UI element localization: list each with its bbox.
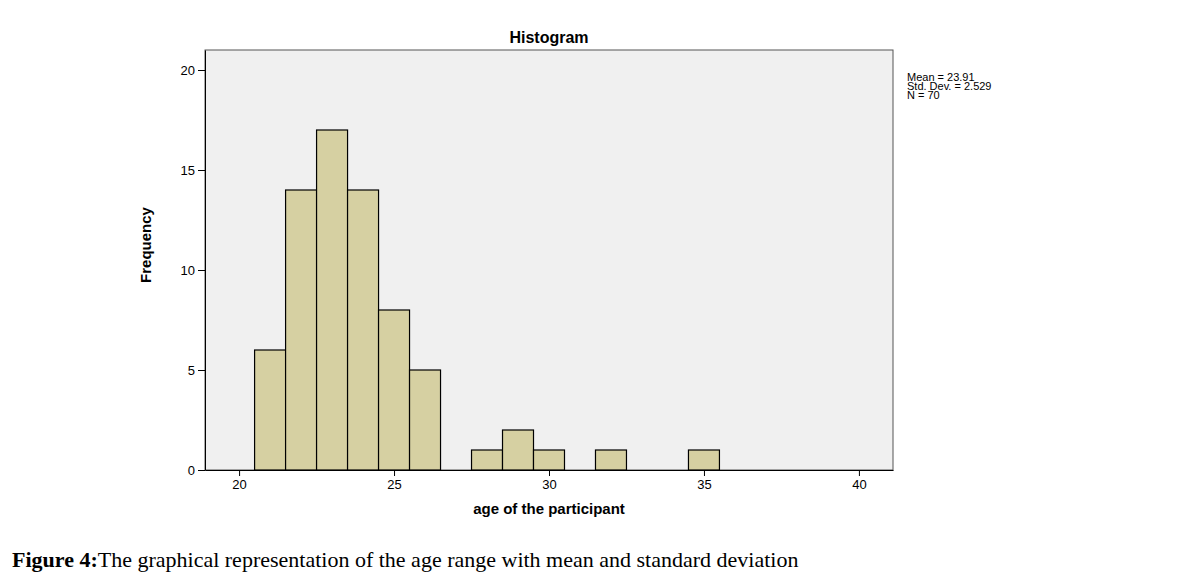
x-tick-label: 40 xyxy=(852,477,866,492)
x-tick: 20 xyxy=(232,470,246,492)
y-axis: 0 5 10 15 20 xyxy=(181,51,206,478)
x-tick-label: 30 xyxy=(542,477,556,492)
y-tick-label: 10 xyxy=(181,263,195,278)
y-tick-label: 20 xyxy=(181,63,195,78)
bar xyxy=(317,130,348,470)
bar xyxy=(255,350,286,470)
y-tick-mark xyxy=(198,470,205,471)
y-tick-label: 5 xyxy=(188,363,195,378)
x-axis: 20 25 30 35 40 xyxy=(206,470,894,492)
x-tick: 35 xyxy=(697,470,711,492)
y-tick: 0 xyxy=(188,463,205,478)
bar xyxy=(472,450,503,470)
title: Histogram xyxy=(509,29,588,46)
x-tick-label: 20 xyxy=(232,477,246,492)
x-tick-label: 35 xyxy=(697,477,711,492)
y-axis-line xyxy=(205,51,206,471)
bar xyxy=(534,450,565,470)
bar xyxy=(564,469,595,470)
bars xyxy=(255,130,720,470)
caption-text: The graphical representation of the age … xyxy=(98,547,799,572)
caption-label: Figure 4: xyxy=(12,547,98,572)
y-tick-mark xyxy=(198,370,205,371)
bar xyxy=(348,190,379,470)
x-tick-mark xyxy=(239,470,240,476)
bar xyxy=(441,469,472,470)
x-tick-mark xyxy=(394,470,395,476)
bar xyxy=(410,370,441,470)
y-axis-title: Frequency xyxy=(137,206,154,283)
x-tick: 25 xyxy=(387,470,401,492)
bar xyxy=(595,450,626,470)
y-tick-mark xyxy=(198,270,205,271)
x-tick-label: 25 xyxy=(387,477,401,492)
plot-area xyxy=(205,50,893,470)
y-tick: 10 xyxy=(181,263,205,278)
caption: Figure 4:The graphical representation of… xyxy=(12,547,798,572)
annotation: N = 70 xyxy=(907,89,940,101)
bar xyxy=(626,469,657,470)
bar xyxy=(688,450,719,470)
y-tick-label: 15 xyxy=(181,163,195,178)
bar xyxy=(503,430,534,470)
y-tick: 15 xyxy=(181,163,205,178)
chart: 20 25 30 35 40 0 5 10 15 20 Histogram age of the pa… xyxy=(0,0,1179,580)
bar xyxy=(379,310,410,470)
y-tick-mark xyxy=(198,70,205,71)
x-tick-mark xyxy=(859,470,860,476)
x-axis-title: age of the participant xyxy=(473,500,625,517)
annotations: Mean = 23.91Std. Dev. = 2.529N = 70 xyxy=(907,71,992,101)
x-tick: 30 xyxy=(542,470,556,492)
bar xyxy=(657,469,688,470)
y-tick-mark xyxy=(198,170,205,171)
y-tick: 5 xyxy=(188,363,205,378)
y-tick: 20 xyxy=(181,63,205,78)
x-tick-mark xyxy=(704,470,705,476)
x-tick: 40 xyxy=(852,470,866,492)
x-tick-mark xyxy=(549,470,550,476)
bar xyxy=(286,190,317,470)
y-tick-label: 0 xyxy=(188,463,195,478)
